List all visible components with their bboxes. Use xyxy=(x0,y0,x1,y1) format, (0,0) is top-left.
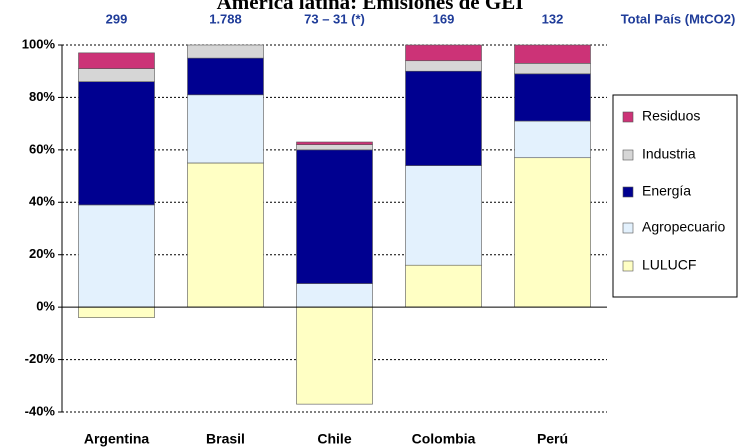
x-tick-label: Chile xyxy=(317,431,351,447)
bar-segment xyxy=(405,165,482,266)
bar-segment xyxy=(405,264,482,308)
bar-segment xyxy=(187,57,264,96)
bar-segment xyxy=(514,73,591,122)
legend-label: LULUCF xyxy=(642,257,696,273)
bar-segment xyxy=(187,162,264,308)
legend-swatch xyxy=(622,222,634,234)
bar-segment xyxy=(78,81,155,206)
total-label: 1.788 xyxy=(209,11,242,26)
bar-segment xyxy=(405,60,482,72)
bar-segment xyxy=(296,144,373,151)
y-tick-label: 40% xyxy=(29,194,55,209)
legend-label: Agropecuario xyxy=(642,219,725,235)
annotation-title: Total País (MtCO2) xyxy=(621,11,736,26)
legend-label: Industria xyxy=(642,146,696,162)
legend-label: Energía xyxy=(642,183,691,199)
legend-label: Residuos xyxy=(642,108,700,124)
bar-segment xyxy=(78,68,155,82)
bar-segment xyxy=(514,63,591,75)
chart-title: América latina: Emisiones de GEI xyxy=(217,0,524,14)
bar-segment xyxy=(187,94,264,164)
legend-swatch xyxy=(622,111,634,123)
y-tick-label: 100% xyxy=(22,36,56,51)
x-tick-label: Colombia xyxy=(412,431,476,447)
x-tick-label: Argentina xyxy=(84,431,150,447)
bar-segment xyxy=(296,306,373,405)
total-label: 299 xyxy=(106,11,128,26)
bar-segment xyxy=(514,157,591,308)
bar-segment xyxy=(405,70,482,166)
bar-segment xyxy=(296,149,373,284)
total-label: 73 – 31 (*) xyxy=(304,11,365,26)
bar-segment xyxy=(296,141,373,145)
x-tick-label: Brasil xyxy=(206,431,245,447)
y-tick-label: 0% xyxy=(36,299,55,314)
bar-segment xyxy=(78,204,155,308)
y-tick-label: -20% xyxy=(25,351,56,366)
bar-segment xyxy=(187,44,264,59)
y-tick-label: 20% xyxy=(29,246,55,261)
bar-segment xyxy=(296,283,373,308)
bar-segment xyxy=(514,120,591,159)
bar-segment xyxy=(78,52,155,69)
y-tick-label: 60% xyxy=(29,141,55,156)
legend-box xyxy=(612,94,738,298)
bar-segment xyxy=(78,306,155,318)
total-label: 169 xyxy=(433,11,455,26)
legend-swatch xyxy=(622,260,634,272)
y-tick-label: 80% xyxy=(29,89,55,104)
legend-swatch xyxy=(622,149,634,161)
legend-swatch xyxy=(622,186,634,198)
bar-segment xyxy=(405,44,482,62)
y-tick-label: -40% xyxy=(25,403,56,418)
bar-segment xyxy=(514,44,591,64)
x-tick-label: Perú xyxy=(537,431,568,447)
total-label: 132 xyxy=(542,11,564,26)
